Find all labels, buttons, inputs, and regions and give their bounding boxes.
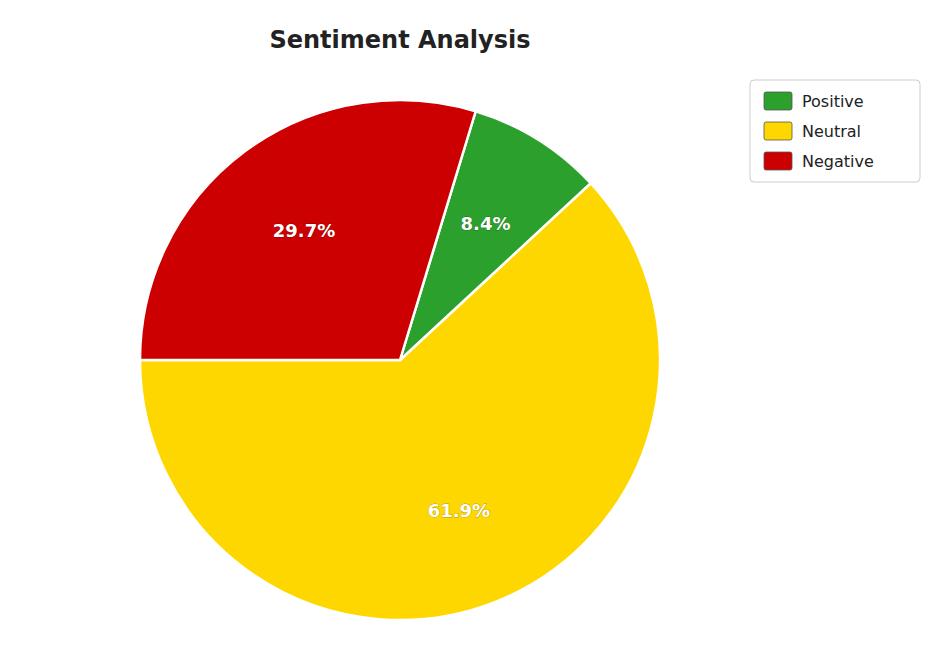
legend-label: Negative	[802, 152, 874, 171]
page: {"chart_data": {"type": "pie", "title": …	[0, 0, 950, 662]
legend-frame	[750, 80, 920, 182]
data-label: 8.4%	[461, 213, 511, 234]
data-label: 29.7%	[273, 220, 335, 241]
legend-label: Neutral	[802, 122, 861, 141]
legend-label: Positive	[802, 92, 864, 111]
legend: Positive Neutral Negative	[750, 80, 920, 182]
slice	[140, 100, 476, 360]
legend-swatch	[764, 122, 792, 140]
legend-swatch	[764, 152, 792, 170]
chart-container: Sentiment Analysis 61.9% 8.4% 29.7% Positive…	[0, 0, 950, 662]
legend-swatch	[764, 92, 792, 110]
chart: Sentiment Analysis 61.9% 8.4% 29.7% Positive…	[0, 0, 950, 662]
data-labels: 61.9% 8.4% 29.7%	[273, 213, 511, 521]
data-label: 61.9%	[428, 500, 490, 521]
slices	[140, 100, 660, 620]
title: Sentiment Analysis	[269, 26, 530, 54]
